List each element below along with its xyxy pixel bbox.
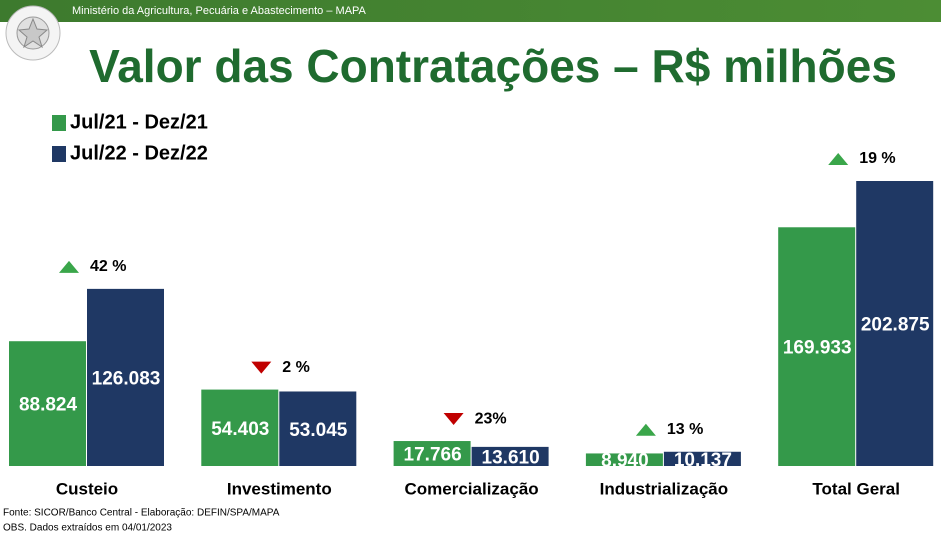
change-label: 23% [475, 410, 507, 427]
value-label: 17.766 [404, 445, 462, 466]
bar [585, 453, 663, 466]
value-label: 53.045 [289, 420, 348, 441]
value-label: 8.940 [601, 451, 649, 472]
arrow-down [251, 361, 272, 374]
bar [201, 389, 279, 466]
value-label: 202.875 [861, 315, 930, 336]
chart-title: Valor das Contratações – R$ milhões [89, 40, 897, 92]
header-text: Ministério da Agricultura, Pecuária e Ab… [72, 5, 367, 17]
footnote: OBS. Dados extraídos em 04/01/2023 [3, 523, 172, 534]
change-label: 13 % [667, 421, 703, 438]
bar [279, 391, 357, 466]
bar [778, 227, 856, 466]
x-tick-label: Total Geral [812, 479, 900, 498]
value-label: 54.403 [211, 419, 269, 440]
header-bar [0, 0, 941, 22]
value-label: 10.137 [674, 450, 732, 471]
bar [87, 288, 164, 466]
bar [393, 441, 471, 466]
arrow-up [635, 423, 656, 436]
value-label: 169.933 [783, 338, 852, 359]
bar [471, 446, 549, 466]
legend-label: Jul/22 - Dez/22 [70, 142, 208, 164]
legend-label: Jul/21 - Dez/21 [70, 111, 208, 133]
legend-swatch [52, 115, 66, 131]
arrow-up [828, 153, 849, 165]
x-tick-label: Comercialização [405, 479, 539, 498]
legend-swatch [52, 146, 66, 162]
value-label: 126.083 [92, 368, 161, 389]
bar [856, 181, 934, 466]
x-tick-label: Investimento [227, 479, 332, 498]
arrow-up [59, 260, 79, 273]
bar [663, 451, 741, 466]
x-tick-label: Industrialização [600, 479, 728, 498]
change-label: 42 % [90, 258, 126, 275]
footnote: Fonte: SICOR/Banco Central - Elaboração:… [3, 508, 280, 519]
arrow-down [443, 413, 464, 426]
change-label: 19 % [859, 150, 895, 167]
bar [9, 341, 86, 466]
change-label: 2 % [282, 359, 310, 376]
logo [5, 5, 61, 61]
value-label: 13.610 [482, 447, 540, 468]
value-label: 88.824 [19, 395, 78, 416]
x-tick-label: Custeio [56, 479, 118, 498]
